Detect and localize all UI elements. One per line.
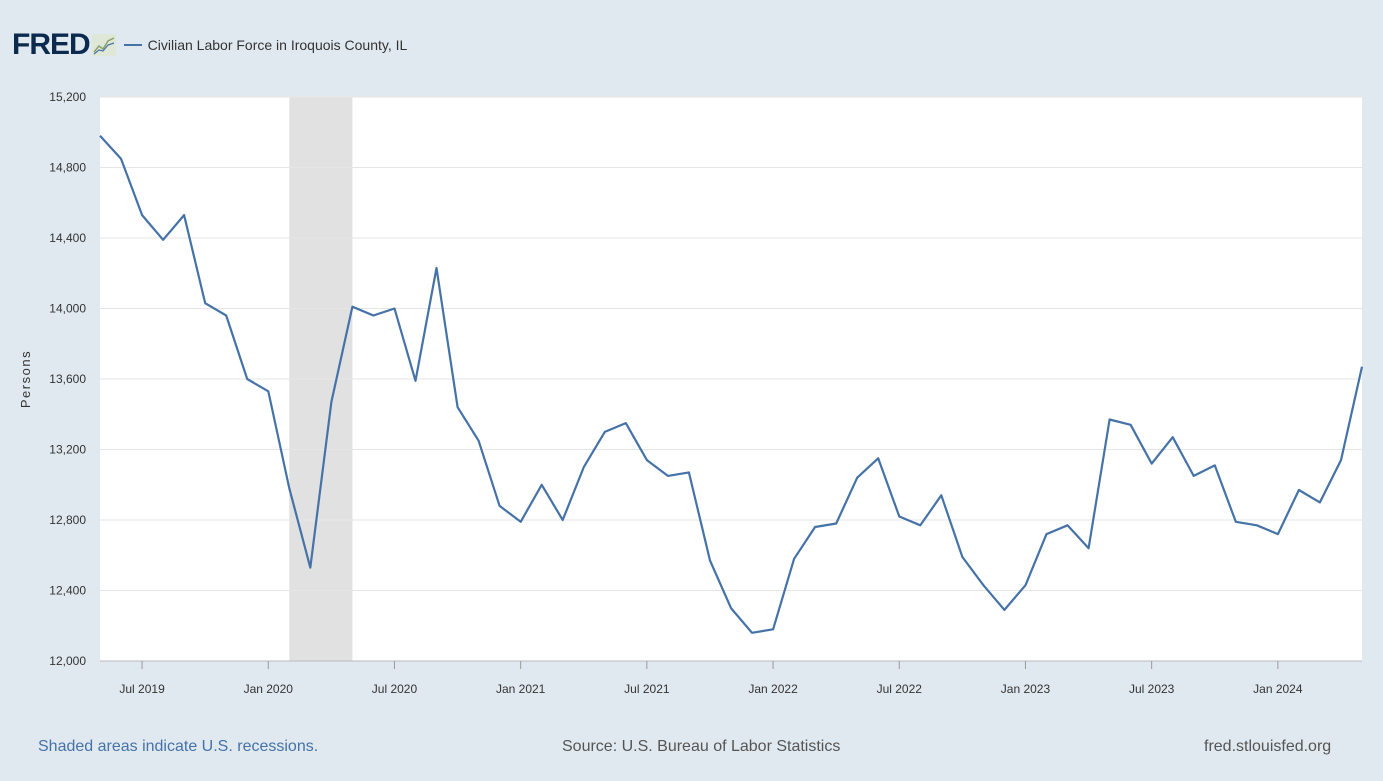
y-tick-label: 12,800 — [49, 513, 86, 527]
legend-label: Civilian Labor Force in Iroquois County,… — [147, 37, 408, 53]
chart-header: FRED Civilian Labor Force in Iroquois Co… — [12, 27, 407, 63]
site-link[interactable]: fred.stlouisfed.org — [1204, 738, 1332, 755]
x-tick-label: Jan 2023 — [1001, 682, 1051, 696]
y-tick-label: 13,200 — [49, 443, 86, 457]
y-tick-label: 14,400 — [49, 231, 86, 245]
y-tick-label: 14,800 — [49, 161, 86, 175]
y-tick-label: 12,400 — [49, 584, 86, 598]
y-tick-label: 12,000 — [49, 654, 86, 668]
x-tick-label: Jan 2021 — [496, 682, 546, 696]
legend: Civilian Labor Force in Iroquois County,… — [123, 37, 408, 53]
series-line — [99, 135, 1364, 634]
chart-line-icon — [91, 34, 116, 56]
x-tick-label: Jul 2022 — [877, 682, 923, 696]
y-tick-label: 14,000 — [49, 302, 86, 316]
fred-logo-text: FRED — [12, 28, 91, 61]
x-tick-label: Jul 2021 — [624, 682, 670, 696]
x-tick-label: Jul 2019 — [119, 682, 165, 696]
x-tick-label: Jul 2020 — [372, 682, 418, 696]
recession-note: Shaded areas indicate U.S. recessions. — [38, 738, 319, 755]
source-text: Source: U.S. Bureau of Labor Statistics — [562, 738, 841, 755]
fred-logo[interactable]: FRED — [12, 28, 116, 62]
legend-swatch — [123, 44, 142, 46]
y-axis-label: Persons — [18, 350, 33, 408]
x-tick-label: Jan 2020 — [244, 682, 294, 696]
y-tick-label: 15,200 — [49, 90, 86, 104]
x-tick-label: Jan 2022 — [748, 682, 798, 696]
x-tick-label: Jul 2023 — [1129, 682, 1175, 696]
y-tick-label: 13,600 — [49, 372, 86, 386]
x-tick-label: Jan 2024 — [1253, 682, 1303, 696]
